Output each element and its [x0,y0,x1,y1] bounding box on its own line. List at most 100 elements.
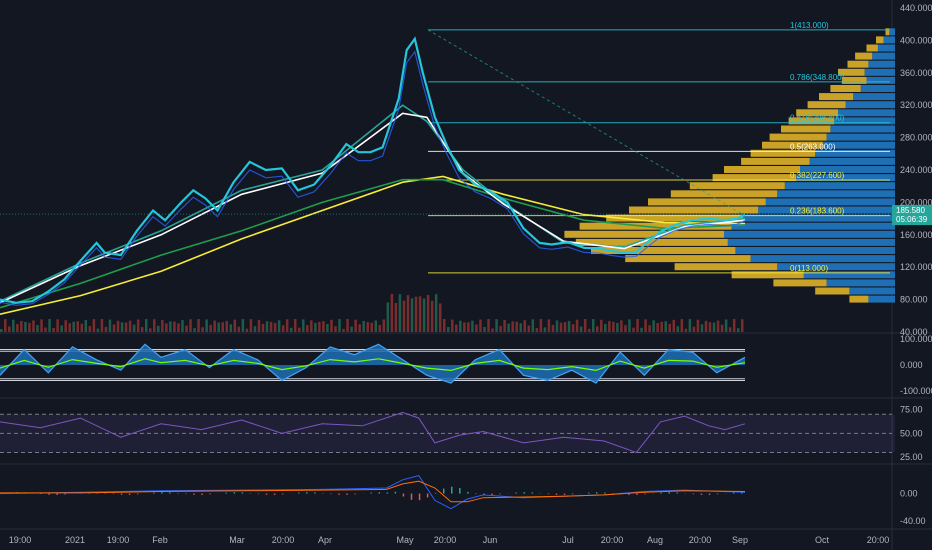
volume-bar [499,325,502,332]
macd-hist-bar [692,493,695,495]
volume-bar [648,325,651,332]
macd-hist-bar [587,492,590,494]
volume-bar [736,328,740,332]
macd-hist-bar [161,492,163,494]
volume-bar [479,319,482,332]
volume-bar [153,319,156,332]
y-tick-label: 50.00 [900,428,923,438]
macd-hist-bar [555,493,558,495]
vp-bar-sell [838,68,865,76]
volume-bar [181,320,184,332]
countdown-label: 05:06:39 [896,215,928,224]
volume-bar [720,324,724,332]
volume-bar [193,328,196,332]
volume-bar [382,319,386,332]
vp-bar-buy [724,230,895,238]
volume-bar [587,328,591,332]
volume-bar [684,328,688,332]
volume-bar [442,319,446,332]
macd-hist-bar [410,493,413,500]
macd-hist-bar [394,491,397,494]
volume-bar [80,323,84,332]
volume-bar [676,326,680,332]
volume-bar [596,326,599,332]
vp-bar-sell [689,182,785,190]
macd-hist-bar [563,493,566,495]
macd-hist-bar [241,492,244,494]
y-tick-label: 360.000 [900,68,932,78]
vp-bar-buy [868,295,895,303]
volume-bar [144,319,148,332]
moving-average-line [0,112,746,304]
fib-label: 0.236(183.600) [790,207,845,216]
volume-bar [571,324,575,332]
y-tick-label: 80.000 [900,295,928,305]
vp-bar-sell [629,206,759,214]
volume-bar [583,319,587,332]
vp-bar-sell [781,125,831,133]
volume-bar [165,323,168,332]
volume-bar [612,321,615,332]
volume-bar [414,296,418,332]
vp-bar-buy [849,287,895,295]
volume-bar [447,326,450,332]
vp-bar-sell [796,109,838,117]
macd-hist-bar [475,493,477,495]
vp-bar-buy [727,238,895,246]
volume-bar [551,324,555,332]
vp-bar-sell [841,76,867,84]
macd-hist-bar [418,493,421,501]
volume-bar [567,320,571,332]
macd-hist-bar [273,493,276,495]
macd-hist-bar [426,493,429,498]
volume-bar [302,319,305,332]
macd-hist-bar [547,493,550,495]
volume-bar [44,327,47,332]
volume-bar [422,298,426,332]
x-tick-label: 20:00 [272,535,295,545]
vp-bar-sell [876,36,884,44]
volume-bar [281,325,285,332]
volume-bar [201,327,204,332]
volume-bar [471,320,474,332]
vp-bar-buy [777,263,895,271]
volume-bar [140,327,144,332]
volume-bar [197,319,200,332]
volume-bar [600,319,603,332]
volume-bar [632,327,635,332]
fib-label: 0.618(298.400) [790,114,845,123]
vp-bar-buy [866,76,895,84]
axes[interactable]: 440.000 400.000 360.000 320.000 280.000 240.0… [9,3,932,545]
volume-bar [374,320,378,332]
macd-hist-bar [136,493,139,495]
volume-bar [495,319,498,332]
vp-bar-sell [815,287,850,295]
volume-bar [285,319,289,332]
volume-bar [394,303,398,332]
volume-bar [60,325,63,332]
y-tick-label: 440.000 [900,3,932,13]
fib-label: 0.382(227.600) [790,171,845,180]
volume-bar [716,320,720,332]
volume-bar [185,325,188,332]
vp-bar-sell [712,174,797,182]
vp-bar-buy [809,157,895,165]
volume-bar [459,320,462,332]
volume-bar [72,321,75,332]
vp-bar-sell [670,190,778,198]
volume-bar [491,328,494,332]
osc-area [0,344,745,384]
volume-bar [36,325,39,332]
vp-bar-buy [803,271,895,279]
x-tick-label: Aug [647,535,663,545]
volume-bar [451,319,454,332]
fib-label: 1(413.000) [790,21,829,30]
vp-bar-buy [864,68,895,76]
volume-bar [604,323,607,332]
vp-bar-buy [796,174,895,182]
volume-bar [173,321,176,332]
vp-bar-sell [731,271,804,279]
macd-hist-bar [604,492,606,494]
macd-hist-bar [644,493,646,495]
macd-hist-bar [306,492,308,494]
